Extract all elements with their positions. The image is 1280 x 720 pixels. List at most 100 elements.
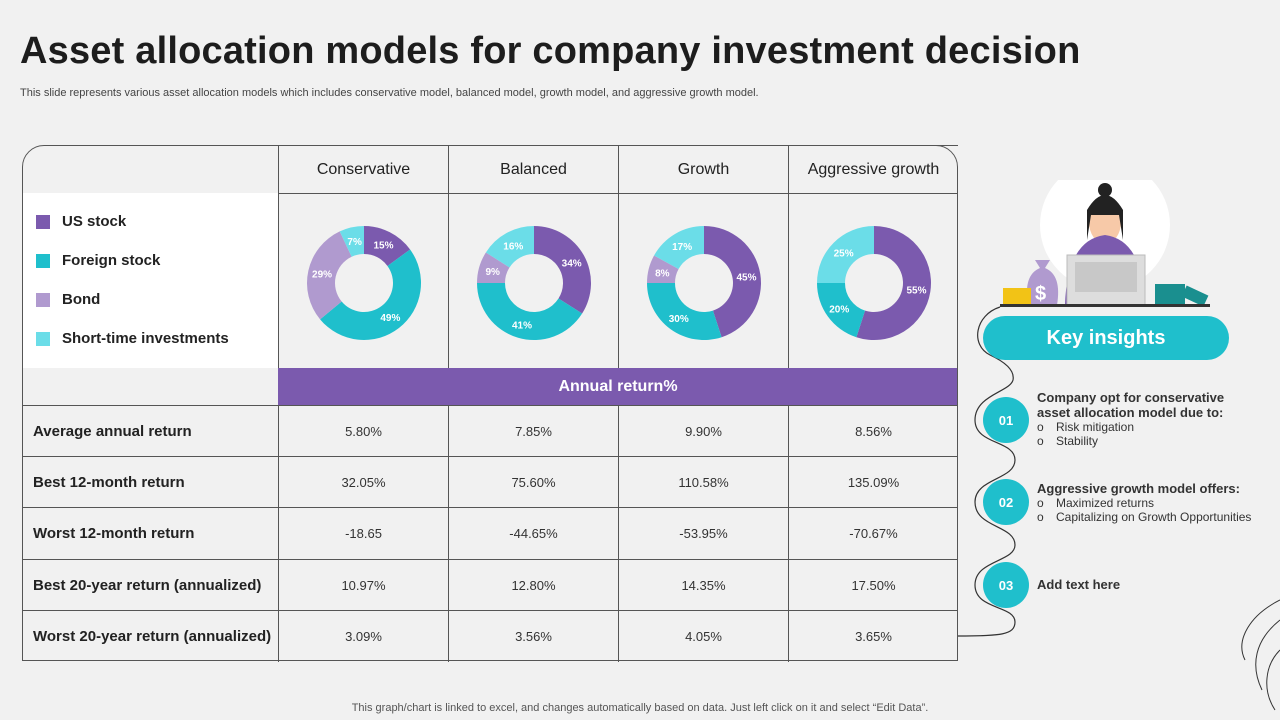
table-row: Best 20-year return (annualized) 10.97% 12… — [22, 558, 958, 611]
legend-item-short-time: Short-time investments — [36, 330, 229, 347]
donut-slice-bond — [307, 231, 352, 320]
insight-number-badge: 01 — [983, 397, 1029, 443]
annual-return-header: Annual return% — [278, 368, 958, 405]
insight-item-2: Aggressive growth model offers: o Maximiz… — [1037, 481, 1277, 524]
row-value: 32.05% — [278, 457, 448, 509]
donut-slice-us-stock — [364, 226, 411, 266]
pie-cell: 45% 30% 8% 17% — [618, 193, 788, 368]
bullet-text: Capitalizing on Growth Opportunities — [1056, 510, 1252, 524]
legend-swatch — [36, 331, 50, 346]
donut-slice-foreign-stock — [647, 283, 722, 340]
legend-item-bond: Bond — [36, 291, 100, 308]
donut-slice-us-stock — [704, 226, 761, 338]
row-value: 9.90% — [618, 406, 788, 457]
donut-slice-us-stock — [534, 226, 591, 314]
key-insights-title: Key insights — [983, 316, 1229, 360]
donut-data-label: 34% — [562, 258, 582, 269]
insight-bullet: o Maximized returns — [1037, 496, 1155, 510]
donut-chart-balanced: 34% 41% 9% 16% — [477, 226, 591, 340]
donut-slice-short-time — [485, 226, 534, 268]
table-row: Average annual return 5.80% 7.85% 9.90% 8.56… — [22, 405, 958, 457]
donut-data-label: 45% — [736, 272, 756, 283]
donut-slice-foreign-stock — [477, 283, 583, 340]
donut-data-label: 7% — [347, 237, 362, 248]
donut-data-label: 8% — [655, 268, 670, 279]
row-value: 3.09% — [278, 610, 448, 662]
page-subtitle: This slide represents various asset allo… — [20, 87, 759, 99]
row-value: -70.67% — [788, 508, 958, 560]
legend-label: Short-time investments — [62, 330, 229, 347]
row-value: 12.80% — [448, 559, 618, 611]
donut-chart-aggressive-growth: 55% 20% 25% — [817, 226, 931, 340]
donut-data-label: 16% — [503, 241, 523, 252]
row-value: 5.80% — [278, 406, 448, 457]
donut-data-label: 29% — [312, 270, 332, 281]
donut-slice-foreign-stock — [320, 249, 421, 340]
donut-chart-growth: 45% 30% 8% 17% — [647, 226, 761, 340]
row-value: 3.65% — [788, 610, 958, 662]
table-row: Best 12-month return 32.05% 75.60% 110.58% 1… — [22, 456, 958, 509]
donut-chart-conservative: 15% 49% 29% 7% — [307, 226, 421, 340]
donut-slice-short-time — [817, 226, 874, 283]
legend-swatch — [36, 253, 50, 268]
insight-heading: Add text here — [1037, 577, 1121, 592]
insight-number-badge: 03 — [983, 562, 1029, 608]
insight-item-1: Company opt for conservative asset alloc… — [1037, 390, 1247, 448]
row-value: 135.09% — [788, 457, 958, 509]
row-label: Best 20-year return (annualized) — [33, 576, 262, 594]
donut-data-label: 20% — [829, 304, 849, 315]
donut-slice-short-time — [654, 226, 704, 270]
row-value: 7.85% — [448, 406, 618, 457]
insight-heading: Company opt for conservative asset alloc… — [1037, 390, 1225, 420]
bullet-text: Stability — [1056, 434, 1099, 448]
allocation-table: Conservative Balanced Growth Aggressive … — [22, 145, 958, 662]
donut-data-label: 17% — [672, 242, 692, 253]
legend-label: Foreign stock — [62, 252, 161, 269]
donut-slice-bond — [647, 255, 679, 283]
row-value: -18.65 — [278, 508, 448, 560]
row-label: Worst 20-year return (annualized) — [33, 627, 272, 645]
donut-slice-bond — [477, 252, 510, 283]
legend-item-foreign-stock: Foreign stock — [36, 252, 160, 269]
donut-slice-us-stock — [856, 226, 931, 340]
page-title: Asset allocation models for company inve… — [20, 30, 1081, 72]
legend-swatch — [36, 214, 50, 229]
row-value: 8.56% — [788, 406, 958, 457]
row-value: 10.97% — [278, 559, 448, 611]
bullet-text: Maximized returns — [1056, 496, 1155, 510]
donut-data-label: 55% — [906, 286, 926, 297]
donut-slice-foreign-stock — [817, 283, 866, 338]
pie-cell: 34% 41% 9% 16% — [448, 193, 618, 368]
legend-label: US stock — [62, 213, 127, 230]
row-label: Worst 12-month return — [33, 525, 195, 543]
bullet-text: Risk mitigation — [1056, 420, 1135, 434]
table-row: Worst 12-month return -18.65 -44.65% -53.95… — [22, 507, 958, 560]
chart-legend: US stock Foreign stock Bond Short-time i… — [22, 193, 278, 368]
donut-data-label: 41% — [512, 320, 532, 331]
donut-data-label: 30% — [669, 314, 689, 325]
donut-data-label: 9% — [485, 267, 500, 278]
insight-bullet: o Capitalizing on Growth Opportunities — [1037, 510, 1252, 524]
row-label: Best 12-month return — [33, 474, 185, 492]
table-row: Worst 20-year return (annualized) 3.09% 3.… — [22, 609, 958, 662]
row-value: 4.05% — [618, 610, 788, 662]
row-value: 110.58% — [618, 457, 788, 509]
legend-item-us-stock: US stock — [36, 213, 126, 230]
footer-note: This graph/chart is linked to excel, and… — [351, 702, 929, 714]
donut-data-label: 15% — [374, 241, 394, 252]
legend-swatch — [36, 292, 50, 307]
legend-label: Bond — [62, 291, 101, 308]
pie-cell: 15% 49% 29% 7% — [278, 193, 448, 368]
insight-item-3: Add text here — [1037, 577, 1120, 592]
row-value: 75.60% — [448, 457, 618, 509]
insight-bullet: o Stability — [1037, 434, 1099, 448]
svg-text:$: $ — [1035, 283, 1046, 305]
row-value: 14.35% — [618, 559, 788, 611]
donut-data-label: 49% — [380, 313, 400, 324]
row-value: 3.56% — [448, 610, 618, 662]
investor-illustration: $ — [1000, 180, 1210, 307]
row-value: 17.50% — [788, 559, 958, 611]
row-label: Average annual return — [33, 423, 192, 440]
row-value: -53.95% — [618, 508, 788, 560]
